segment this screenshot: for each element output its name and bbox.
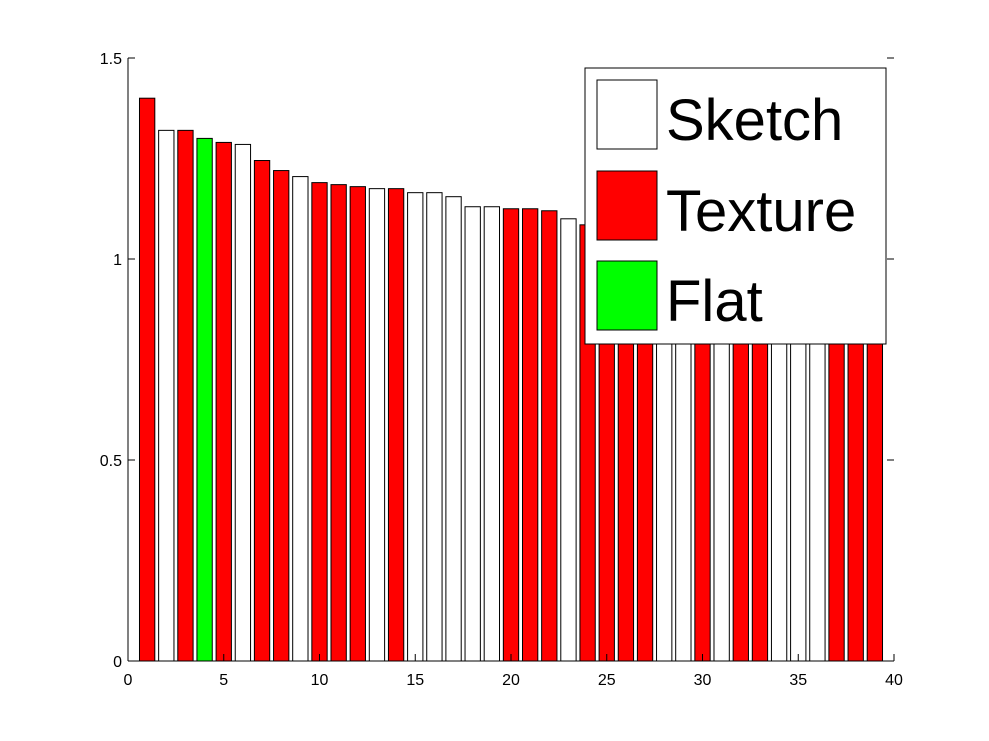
bar-1 bbox=[138, 97, 156, 662]
y-tick-label: 1 bbox=[113, 252, 122, 269]
x-tick-label: 40 bbox=[885, 672, 903, 689]
bar-5 bbox=[215, 141, 232, 662]
bar-39 bbox=[866, 294, 884, 662]
x-tick-label: 25 bbox=[598, 672, 616, 689]
bar-20 bbox=[502, 208, 520, 662]
bar-22 bbox=[541, 210, 558, 662]
y-tick-label: 1.5 bbox=[100, 51, 122, 68]
bar-38 bbox=[847, 290, 864, 662]
bar-15 bbox=[407, 192, 424, 662]
x-tick-label: 20 bbox=[502, 672, 520, 689]
bar-23 bbox=[560, 218, 577, 662]
bar-4 bbox=[196, 137, 213, 662]
x-tick-label: 30 bbox=[694, 672, 712, 689]
bar-10 bbox=[311, 182, 328, 662]
y-tick-label: 0.5 bbox=[100, 453, 122, 470]
bar-21 bbox=[521, 208, 539, 662]
bar-7 bbox=[253, 160, 271, 662]
x-tick-label: 0 bbox=[124, 672, 133, 689]
bar-11 bbox=[330, 184, 347, 662]
bar-8 bbox=[273, 170, 290, 662]
bar-17 bbox=[445, 196, 462, 662]
legend-label-flat: Flat bbox=[666, 269, 763, 334]
bar-13 bbox=[368, 188, 386, 662]
bars-group bbox=[138, 97, 884, 662]
ticks-group: 0 5 10 15 20 25 30 35 40 0 0.5 1 1.5 bbox=[100, 51, 903, 689]
bar-9 bbox=[292, 176, 309, 662]
bar-16 bbox=[426, 192, 443, 662]
bar-2 bbox=[158, 129, 175, 662]
bar-12 bbox=[349, 186, 366, 662]
legend-label-texture: Texture bbox=[666, 179, 856, 244]
x-tick-label: 35 bbox=[789, 672, 807, 689]
legend-label-sketch: Sketch bbox=[666, 88, 843, 153]
y-tick-label: 0 bbox=[113, 654, 122, 671]
legend-swatch-flat bbox=[596, 260, 658, 331]
legend: Sketch Texture Flat bbox=[584, 67, 887, 345]
legend-swatch-sketch bbox=[596, 79, 658, 150]
bar-18 bbox=[464, 206, 481, 662]
bar-6 bbox=[234, 143, 252, 662]
x-tick-label: 10 bbox=[311, 672, 329, 689]
legend-swatch-texture bbox=[596, 170, 658, 241]
x-tick-label: 15 bbox=[406, 672, 424, 689]
bar-14 bbox=[387, 188, 405, 662]
bar-19 bbox=[483, 206, 501, 662]
x-tick-label: 5 bbox=[219, 672, 228, 689]
bar-3 bbox=[177, 129, 194, 662]
